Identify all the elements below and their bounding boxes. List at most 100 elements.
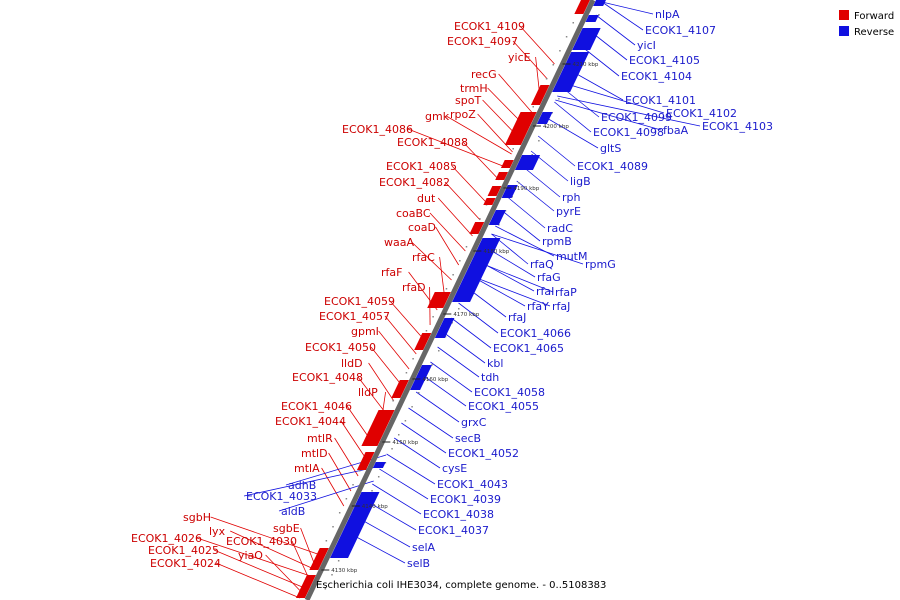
axis-dot: [338, 512, 341, 514]
reverse-gene-block: [452, 238, 501, 302]
forward-gene-label: sgbH: [183, 511, 211, 524]
forward-gene-label: ECOK1_4109: [454, 20, 525, 33]
axis-dot: [352, 484, 354, 486]
axis-dot: [572, 22, 575, 24]
forward-leader-line: [370, 346, 402, 386]
forward-leader-line: [477, 113, 513, 153]
forward-gene-block: [414, 333, 432, 350]
axis-dot: [332, 526, 334, 528]
reverse-leader-line: [437, 346, 480, 378]
forward-gene-label: rfaC: [412, 251, 435, 264]
axis-dot: [391, 448, 393, 450]
forward-gene-block: [391, 380, 409, 398]
axis-dot: [325, 540, 328, 542]
forward-gene-label: gmk: [425, 110, 450, 123]
reverse-leader-line: [451, 317, 492, 349]
reverse-gene-label: ECOK1_4103: [702, 120, 773, 133]
forward-leader-line: [512, 40, 548, 80]
reverse-gene-block: [572, 28, 601, 50]
forward-leader-line: [357, 376, 388, 416]
legend-reverse-label: Reverse: [854, 27, 894, 38]
kbp-label: 4170 kbp: [453, 312, 479, 318]
reverse-gene-label: aldB: [281, 505, 305, 518]
reverse-gene-block: [585, 15, 599, 22]
forward-gene-label: sgbE: [273, 522, 300, 535]
legend-forward-label: Forward: [854, 11, 894, 22]
forward-gene-label: ECOK1_4097: [447, 35, 518, 48]
forward-leader-line: [451, 165, 489, 205]
reverse-gene-block: [536, 112, 553, 124]
reverse-gene-label: pyrE: [556, 205, 581, 218]
forward-leader-line: [265, 554, 303, 594]
axis-dot: [558, 98, 560, 100]
forward-gene-block: [574, 0, 590, 14]
reverse-gene-label: secB: [455, 432, 481, 445]
reverse-gene-label: radC: [547, 222, 573, 235]
reverse-gene-label: ECOK1_4066: [500, 327, 571, 340]
gene-labels: ECOK1_4109 ECOK1_4097 yicE recGtrmHspoTrpoZ…: [131, 8, 773, 570]
kbp-label: 4200 kbp: [543, 124, 569, 130]
axis-dot: [445, 288, 448, 290]
forward-gene-block: [356, 452, 375, 470]
reverse-gene-label: cysE: [442, 462, 467, 475]
reverse-gene-label: rfaQ: [530, 258, 554, 271]
forward-leader-line: [439, 256, 445, 296]
axis-dot: [544, 126, 547, 128]
forward-gene-block: [530, 85, 550, 105]
axis-dot: [358, 470, 361, 472]
forward-gene-block: [500, 160, 514, 168]
reverse-gene-block: [372, 462, 386, 468]
kbp-label: 4150 kbp: [392, 440, 418, 446]
forward-gene-label: spoT: [455, 94, 481, 107]
forward-gene-block: [295, 575, 316, 598]
forward-leader-line: [498, 73, 532, 113]
forward-leader-line: [411, 241, 452, 281]
axis-dot: [337, 560, 340, 562]
forward-gene-label: gpmI: [351, 325, 379, 338]
forward-gene-label: ECOK1_4082: [379, 176, 450, 189]
forward-leader-line: [519, 25, 555, 65]
reverse-gene-label: ECOK1_4039: [430, 493, 501, 506]
reverse-gene-label: ECOK1_4052: [448, 447, 519, 460]
forward-gene-label: rfaF: [381, 266, 402, 279]
forward-leader-line: [437, 197, 473, 237]
legend-reverse-swatch: [839, 26, 849, 36]
reverse-leader-line: [508, 197, 546, 229]
forward-gene-label: recG: [471, 68, 497, 81]
forward-leader-line: [384, 315, 417, 355]
reverse-leader-line: [430, 361, 473, 393]
reverse-gene-label: rfaI: [536, 285, 554, 298]
forward-gene-label: lyx: [209, 525, 226, 538]
axis-dot: [552, 64, 554, 66]
forward-leader-line: [196, 537, 311, 577]
axis-dot: [559, 50, 561, 52]
forward-gene-label: ECOK1_4030: [226, 535, 297, 548]
reverse-gene-label: ECOK1_4089: [577, 160, 648, 173]
reverse-gene-label: ECOK1_4105: [629, 54, 700, 67]
kbp-label: 4130 kbp: [331, 568, 357, 574]
forward-leader-line: [300, 527, 316, 567]
forward-gene-label: trmH: [460, 82, 488, 95]
reverse-leader-line: [356, 516, 411, 548]
reverse-leader-line: [471, 275, 551, 307]
kbp-scale-marks: 4130 kbp 4140 kbp 4150 kbp 4160 kbp 4170 kbp…: [321, 62, 599, 574]
reverse-gene-label: ECOK1_4104: [621, 70, 692, 83]
forward-leader-line: [444, 181, 481, 221]
reverse-gene-label: rfaG: [537, 271, 561, 284]
reverse-leader-line: [601, 1, 644, 31]
forward-leader-line: [328, 452, 352, 492]
reverse-leader-line: [477, 261, 554, 293]
axis-dot: [425, 330, 428, 332]
reverse-leader-line: [415, 391, 460, 423]
kbp-label: 4140 kbp: [362, 504, 388, 510]
forward-leader-line: [230, 530, 314, 570]
reverse-leader-line: [523, 166, 561, 198]
reverse-gene-label: rfaY: [527, 300, 549, 313]
forward-gene-block: [483, 198, 496, 205]
axis-dot: [371, 490, 373, 492]
forward-gene-block: [427, 292, 451, 308]
forward-gene-label: coaBC: [396, 207, 431, 220]
forward-gene-label: mtlA: [294, 462, 320, 475]
forward-gene-block: [495, 172, 509, 180]
reverse-gene-label: rfaP: [555, 286, 577, 299]
